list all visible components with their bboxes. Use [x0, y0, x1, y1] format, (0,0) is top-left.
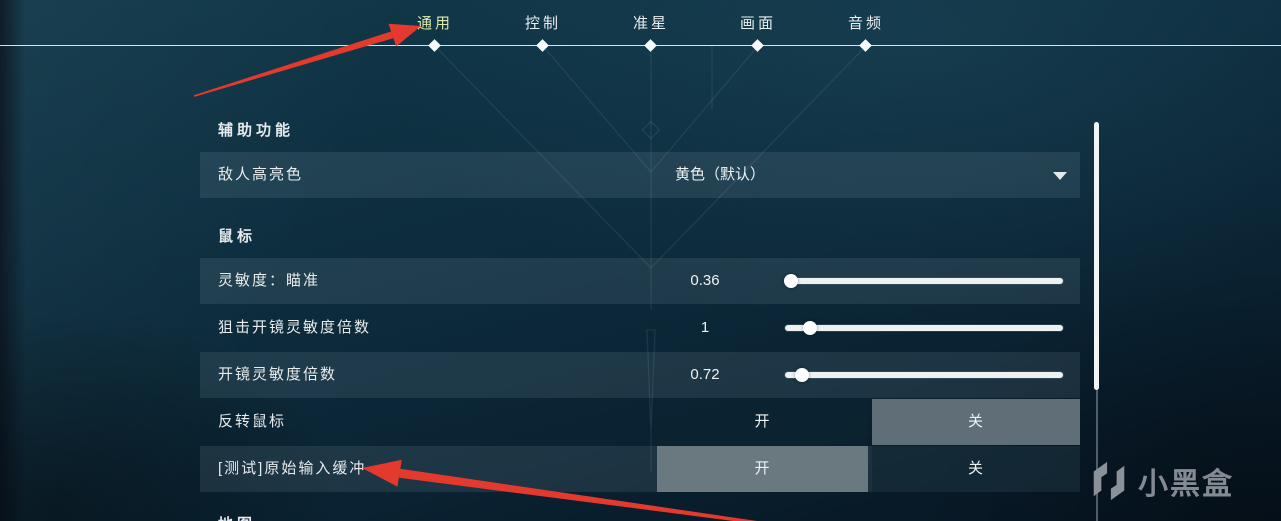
- scoped-sensitivity-row: 狙击开镜灵敏度倍数 1: [200, 305, 1080, 351]
- invert-mouse-off-button[interactable]: 关: [872, 399, 1080, 445]
- section-title-minimap: 地图: [218, 516, 256, 521]
- arrow-to-general-tab: [193, 23, 421, 97]
- sensitivity-aim-label: 灵敏度：瞄准: [218, 272, 321, 289]
- tab-controls[interactable]: 控制: [524, 15, 561, 32]
- raw-input-buffer-on-button[interactable]: 开: [657, 446, 868, 492]
- enemy-highlight-value[interactable]: 黄色（默认）: [675, 166, 766, 183]
- tab-general[interactable]: 通用: [416, 15, 453, 32]
- tab-marker-controls: [536, 39, 549, 52]
- section-title-mouse: 鼠标: [218, 228, 257, 245]
- scrollbar-thumb[interactable]: [1094, 122, 1099, 390]
- scoped-sensitivity-slider[interactable]: [785, 321, 1063, 335]
- tab-crosshair[interactable]: 准星: [632, 15, 669, 32]
- tab-marker-video: [751, 39, 764, 52]
- scoped-sensitivity-label: 狙击开镜灵敏度倍数: [218, 319, 372, 336]
- section-title-accessibility: 辅助功能: [218, 122, 295, 139]
- tab-marker-audio: [859, 39, 872, 52]
- xiaoheihe-logo-icon: [1093, 461, 1125, 501]
- tab-marker-general: [428, 39, 441, 52]
- enemy-highlight-row: 敌人高亮色 黄色（默认）: [200, 152, 1080, 198]
- tab-video[interactable]: 画面: [739, 15, 776, 32]
- slider-thumb[interactable]: [795, 368, 809, 382]
- sensitivity-aim-value: 0.36: [690, 272, 720, 289]
- ads-sensitivity-label: 开镜灵敏度倍数: [218, 366, 338, 383]
- sensitivity-aim-slider[interactable]: [784, 274, 1063, 288]
- ads-sensitivity-value: 0.72: [690, 366, 720, 383]
- raw-input-buffer-label: [测试]原始输入缓冲: [218, 460, 367, 477]
- invert-mouse-on-button[interactable]: 开: [657, 399, 868, 445]
- slider-thumb[interactable]: [784, 274, 798, 288]
- chevron-down-icon[interactable]: [1053, 172, 1067, 180]
- enemy-highlight-label: 敌人高亮色: [218, 166, 304, 183]
- raw-input-buffer-row: [测试]原始输入缓冲 开 关: [200, 446, 1080, 492]
- scoped-sensitivity-value: 1: [700, 319, 710, 336]
- sensitivity-aim-row: 灵敏度：瞄准 0.36: [200, 258, 1080, 304]
- ads-sensitivity-slider[interactable]: [785, 368, 1063, 382]
- tab-audio[interactable]: 音频: [847, 15, 884, 32]
- tab-underline: [0, 45, 1281, 46]
- section-title-next-clipped: 地图: [218, 513, 256, 521]
- raw-input-buffer-off-button[interactable]: 关: [872, 446, 1080, 492]
- ads-sensitivity-row: 开镜灵敏度倍数 0.72: [200, 352, 1080, 398]
- xiaoheihe-watermark: 小黑盒: [1088, 458, 1234, 504]
- invert-mouse-row: 反转鼠标 开 关: [200, 399, 1080, 445]
- slider-thumb[interactable]: [803, 321, 817, 335]
- xiaoheihe-watermark-text: 小黑盒: [1138, 468, 1234, 501]
- tab-marker-crosshair: [644, 39, 657, 52]
- invert-mouse-label: 反转鼠标: [218, 413, 287, 430]
